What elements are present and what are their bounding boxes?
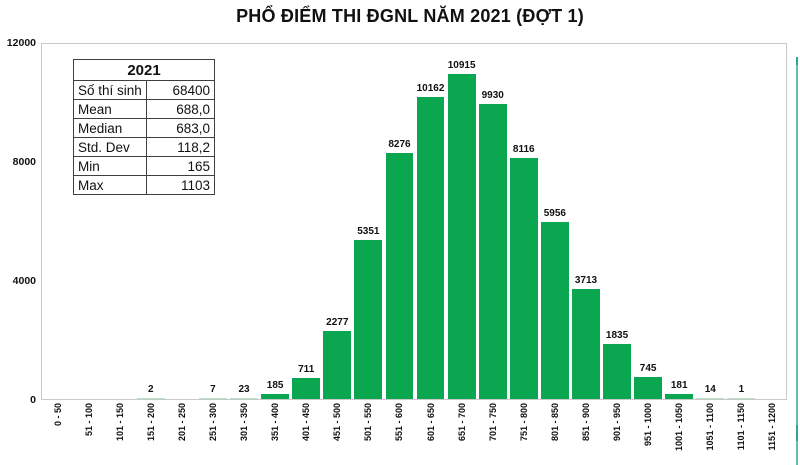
bar-value-label: 7 bbox=[210, 384, 216, 395]
x-tick-label: 701 - 750 bbox=[487, 403, 498, 442]
chart-title: PHỔ ĐIỂM THI ĐGNL NĂM 2021 (ĐỢT 1) bbox=[236, 6, 584, 26]
bar-value-label: 3713 bbox=[574, 274, 598, 286]
bar-value-label: 8116 bbox=[512, 143, 535, 155]
bar-value-label: 8276 bbox=[388, 138, 411, 150]
bar-value-label: 10915 bbox=[447, 60, 476, 72]
bar-value-label: 5351 bbox=[357, 225, 380, 237]
x-tick-label: 101 - 150 bbox=[114, 403, 125, 442]
bar bbox=[665, 393, 694, 399]
bar bbox=[199, 398, 227, 399]
bar bbox=[416, 96, 445, 399]
x-tick-label: 0 - 50 bbox=[52, 403, 63, 427]
bar bbox=[385, 152, 414, 399]
bar bbox=[323, 331, 352, 399]
x-tick-label: 1151 - 1200 bbox=[767, 403, 778, 451]
bar bbox=[136, 398, 165, 399]
stat-label: Max bbox=[73, 175, 147, 195]
stat-label: Median bbox=[73, 118, 147, 138]
bar-value-label: 2 bbox=[148, 384, 154, 395]
stat-value: 68400 bbox=[146, 80, 215, 100]
stat-value: 683,0 bbox=[146, 118, 215, 138]
y-tick-label: 8000 bbox=[12, 156, 36, 168]
bar-value-label: 1 bbox=[738, 384, 745, 395]
stats-row: Max 1103 bbox=[73, 175, 215, 195]
stats-table-header: 2021 bbox=[73, 59, 215, 81]
bar bbox=[603, 344, 631, 399]
x-tick-label: 501 - 550 bbox=[363, 403, 374, 442]
stats-row: Mean 688,0 bbox=[73, 99, 215, 119]
plot-area: 2 7 23 185 711 2277 5351 8276 10162 10915 9930 8116… bbox=[41, 43, 787, 400]
x-tick-label: 1051 - 1100 bbox=[705, 403, 716, 451]
x-tick-label: 551 - 600 bbox=[394, 403, 405, 442]
bar bbox=[634, 376, 663, 399]
y-tick-label: 4000 bbox=[12, 275, 36, 287]
y-tick-label: 0 bbox=[30, 394, 36, 406]
stat-value: 165 bbox=[146, 156, 215, 176]
bar-value-label: 10162 bbox=[416, 82, 445, 94]
stats-row: Min 165 bbox=[73, 156, 215, 176]
bar bbox=[572, 288, 600, 399]
bar-value-label: 1835 bbox=[605, 330, 629, 342]
stat-label: Mean bbox=[73, 99, 147, 119]
bar bbox=[292, 377, 321, 399]
bar-value-label: 23 bbox=[238, 384, 250, 395]
stat-value: 1103 bbox=[146, 175, 215, 195]
x-tick-label: 951 - 1000 bbox=[643, 403, 654, 447]
page-edge-accent bbox=[796, 57, 798, 465]
x-tick-label: 51 - 100 bbox=[83, 403, 94, 437]
stats-table: 2021 Số thí sinh 68400 Mean 688,0 Median 683,… bbox=[73, 59, 215, 195]
x-tick-label: 251 - 300 bbox=[207, 403, 218, 442]
bar bbox=[261, 393, 290, 399]
bar bbox=[696, 398, 725, 399]
bar-value-label: 5956 bbox=[543, 207, 566, 219]
bar bbox=[727, 398, 756, 399]
stat-value: 688,0 bbox=[146, 99, 215, 119]
bar-value-label: 745 bbox=[639, 362, 657, 374]
bar bbox=[478, 103, 507, 399]
x-tick-label: 1101 - 1150 bbox=[736, 403, 747, 451]
bar bbox=[540, 221, 569, 399]
stat-label: Std. Dev bbox=[73, 137, 147, 157]
bar bbox=[230, 398, 258, 399]
x-tick-label: 901 - 950 bbox=[612, 403, 623, 442]
x-tick-label: 851 - 900 bbox=[580, 403, 591, 442]
stats-row: Std. Dev 118,2 bbox=[73, 137, 215, 157]
bar-value-label: 2277 bbox=[326, 317, 349, 329]
x-tick-label: 651 - 700 bbox=[456, 403, 467, 442]
stat-label: Min bbox=[73, 156, 147, 176]
bar-value-label: 9930 bbox=[481, 89, 504, 101]
x-tick-label: 801 - 850 bbox=[549, 403, 560, 442]
stats-row: Số thí sinh 68400 bbox=[73, 80, 215, 100]
x-tick-label: 401 - 450 bbox=[301, 403, 312, 442]
x-tick-label: 351 - 400 bbox=[270, 403, 281, 442]
page-edge-accent-segment bbox=[796, 425, 798, 441]
x-tick-label: 151 - 200 bbox=[145, 403, 156, 442]
x-tick-label: 451 - 500 bbox=[332, 403, 343, 442]
bar bbox=[447, 74, 476, 399]
x-tick-label: 601 - 650 bbox=[425, 403, 436, 442]
bar-value-label: 185 bbox=[266, 379, 284, 391]
page-edge-accent-segment bbox=[796, 57, 798, 65]
x-tick-label: 301 - 350 bbox=[239, 403, 250, 442]
x-tick-label: 751 - 800 bbox=[518, 403, 529, 442]
y-tick-label: 12000 bbox=[6, 37, 36, 49]
y-axis: 0 4000 8000 12000 bbox=[0, 0, 40, 465]
bar bbox=[354, 239, 383, 399]
bar-value-label: 181 bbox=[670, 379, 688, 391]
stat-label: Số thí sinh bbox=[73, 80, 147, 100]
stat-value: 118,2 bbox=[146, 137, 215, 157]
bar bbox=[509, 157, 538, 399]
bar-value-label: 711 bbox=[298, 363, 315, 375]
bar-value-label: 14 bbox=[704, 384, 716, 395]
stats-row: Median 683,0 bbox=[73, 118, 215, 138]
x-tick-label: 201 - 250 bbox=[176, 403, 187, 442]
x-tick-label: 1001 - 1050 bbox=[674, 403, 685, 452]
